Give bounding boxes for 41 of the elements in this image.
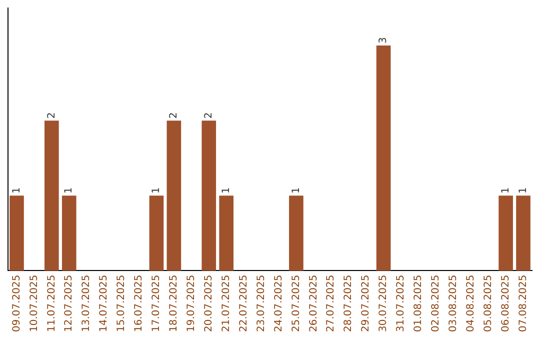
data-label: 2: [168, 112, 180, 119]
x-tick-label: 28.07.2025: [343, 274, 354, 332]
x-tick-label: 23.07.2025: [256, 274, 267, 332]
x-tick-label: 24.07.2025: [273, 274, 284, 332]
data-label: 1: [151, 187, 162, 194]
x-tick-label: 27.07.2025: [326, 274, 337, 332]
x-tick-label: 30.07.2025: [378, 274, 390, 332]
x-tick-label: 17.07.2025: [151, 274, 162, 332]
x-tick-label: 09.07.2025: [11, 274, 22, 332]
x-tick-label: 15.07.2025: [116, 274, 128, 332]
x-tick-label: 29.07.2025: [360, 274, 372, 332]
x-tick-label: 11.07.2025: [46, 274, 58, 332]
data-label: 2: [46, 112, 58, 119]
x-tick-label: 20.07.2025: [203, 274, 214, 332]
data-label: 1: [290, 187, 302, 194]
x-tick-label: 10.07.2025: [28, 274, 40, 332]
x-tick-label: 21.07.2025: [220, 274, 232, 332]
x-tick-label: 26.07.2025: [308, 274, 320, 332]
x-tick-label: 06.08.2025: [500, 274, 512, 332]
x-tick-label: 22.07.2025: [238, 274, 250, 332]
x-tick-label: 25.07.2025: [290, 274, 302, 332]
x-tick-label: 12.07.2025: [64, 274, 75, 332]
data-label: 3: [378, 37, 390, 44]
data-label: 2: [203, 112, 214, 119]
x-tick-label: 07.08.2025: [518, 274, 529, 332]
x-tick-label: 03.08.2025: [448, 274, 459, 332]
x-tick-label: 16.07.2025: [134, 274, 145, 332]
x-tick-label: 19.07.2025: [186, 274, 197, 332]
x-tick-label: 13.07.2025: [81, 274, 92, 332]
data-label: 1: [64, 187, 75, 194]
x-tick-label: 02.08.2025: [430, 274, 442, 332]
data-label: 1: [11, 187, 22, 194]
x-tick-label: 31.07.2025: [396, 274, 407, 332]
data-label: 1: [500, 187, 512, 194]
x-tick-label: 01.08.2025: [413, 274, 424, 332]
x-tick-label: 04.08.2025: [465, 274, 476, 332]
data-label: 1: [518, 187, 529, 194]
data-label: 1: [220, 187, 232, 194]
x-tick-label: 14.07.2025: [98, 274, 110, 332]
x-tick-label: 18.07.2025: [168, 274, 180, 332]
x-tick-label: 05.08.2025: [482, 274, 494, 332]
